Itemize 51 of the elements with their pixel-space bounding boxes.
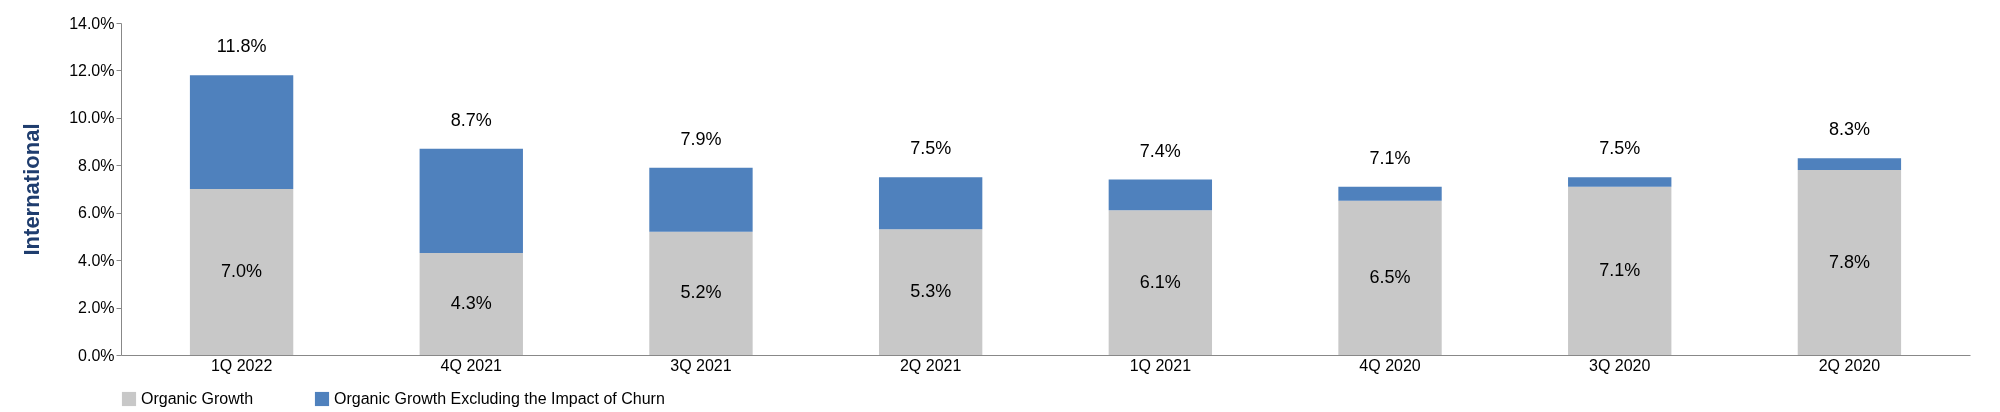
data-label: 5.2% (680, 282, 722, 303)
x-tick-label: 3Q 2020 (1589, 356, 1651, 374)
bar (189, 189, 294, 355)
legend-label: Organic Growth Excluding the Impact of Churn (334, 390, 665, 407)
data-label: 7.8% (1828, 251, 1870, 272)
bar (419, 253, 523, 355)
total-label: 7.4% (1139, 140, 1181, 161)
data-label: 6.5% (1369, 266, 1411, 287)
data-label: 6.1% (1139, 271, 1181, 292)
total-label: 7.5% (1599, 138, 1641, 159)
total-label: 8.7% (450, 109, 492, 130)
x-tick-label: 3Q 2021 (670, 356, 732, 374)
bar (878, 177, 983, 230)
y-tick-label: 6.0% (78, 204, 115, 222)
bar (1108, 210, 1213, 355)
bar (1338, 186, 1442, 201)
bar (649, 231, 753, 355)
bar (1797, 170, 1902, 355)
x-tick-label: 4Q 2020 (1359, 356, 1421, 374)
bar (1568, 177, 1672, 187)
bar (189, 75, 294, 189)
bar (649, 167, 753, 232)
total-label: 7.9% (680, 128, 722, 149)
bar (878, 229, 983, 355)
y-tick-label: 2.0% (78, 299, 115, 317)
data-label: 4.3% (450, 293, 492, 314)
y-tick-label: 4.0% (78, 251, 115, 269)
total-label: 8.3% (1828, 119, 1870, 140)
y-tick-label: 14.0% (69, 14, 115, 32)
bar (419, 148, 523, 254)
y-tick-label: 8.0% (78, 156, 115, 174)
bar (1797, 158, 1902, 171)
total-label: 7.5% (910, 138, 952, 159)
data-label: 7.0% (221, 261, 263, 281)
bar (1108, 179, 1213, 211)
total-label: 11.8% (216, 36, 267, 57)
x-tick-label: 1Q 2021 (1129, 356, 1192, 374)
y-tick-label: 12.0% (69, 61, 115, 79)
data-label: 7.1% (1599, 259, 1641, 280)
legend-label: Organic Growth (141, 390, 254, 407)
y-tick-label: 0.0% (78, 346, 115, 364)
x-tick-label: 2Q 2020 (1818, 356, 1881, 374)
x-tick-label: 4Q 2021 (440, 356, 503, 374)
y-tick-label: 10.0% (69, 109, 115, 127)
bar (1338, 200, 1442, 355)
x-tick-label: 1Q 2022 (210, 356, 273, 374)
bar (1568, 186, 1672, 355)
y-axis-title: International (19, 123, 45, 256)
total-label: 7.1% (1369, 147, 1411, 168)
data-label: 5.3% (910, 281, 952, 302)
x-tick-label: 2Q 2021 (899, 356, 962, 374)
